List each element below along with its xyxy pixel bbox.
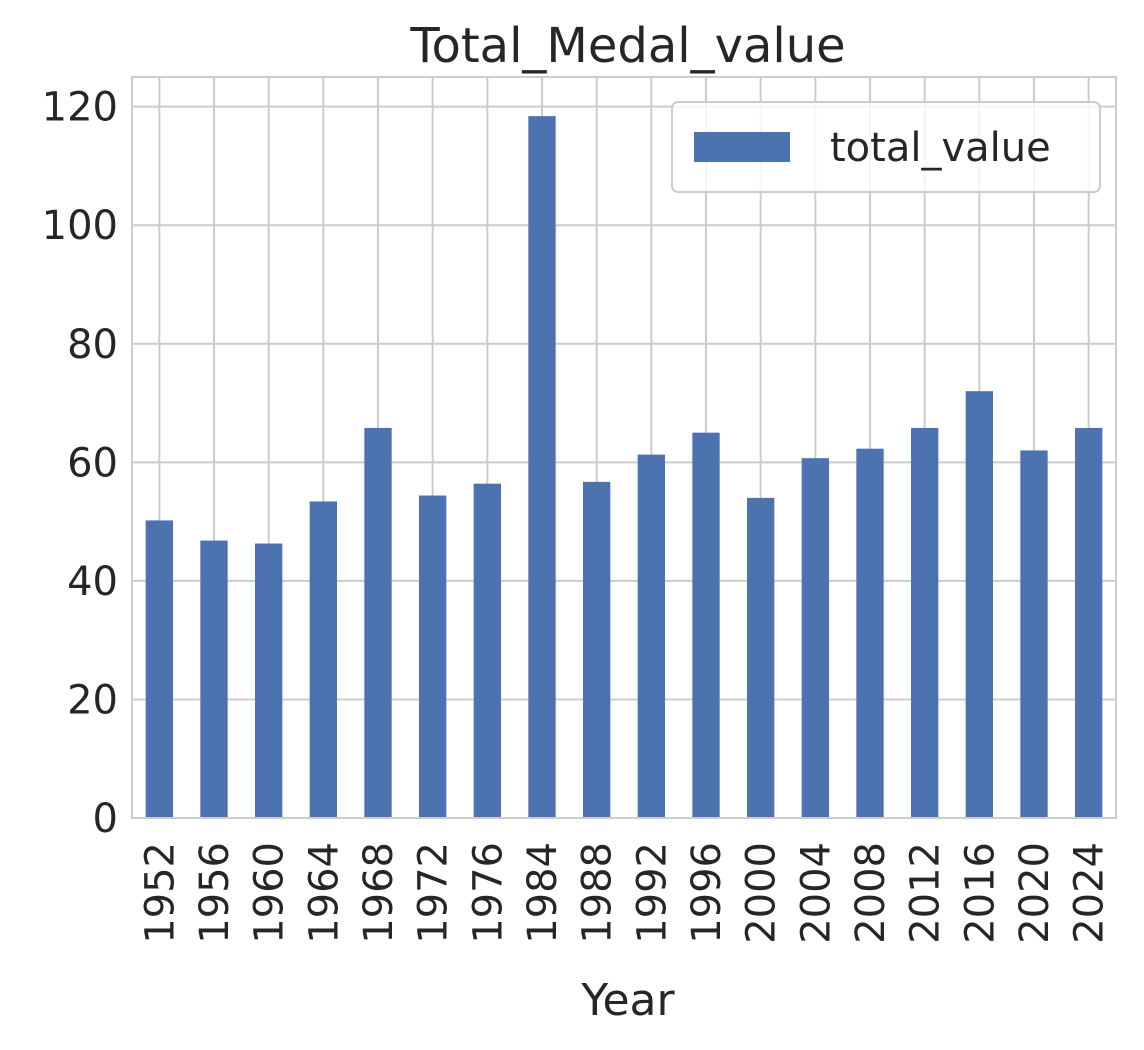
- legend-swatch: [694, 132, 790, 162]
- plot-frame: [131, 76, 1117, 819]
- y-tick-label: 40: [67, 559, 118, 605]
- chart-title: Total_Medal_value: [409, 18, 845, 74]
- bar-2004: [801, 458, 829, 818]
- x-tick-label: 1956: [192, 842, 238, 944]
- x-tick-labels: 1952 1956 1960 1964 1968 1972 1976 1984 1988 1992…: [137, 842, 1112, 944]
- y-tick-label: 120: [42, 85, 118, 131]
- bars: [145, 116, 1103, 818]
- bar-1956: [200, 540, 228, 818]
- y-tick-label: 80: [67, 322, 118, 368]
- bar-1988: [583, 481, 611, 818]
- bar-2020: [1020, 450, 1048, 818]
- bar-1984: [528, 116, 556, 818]
- bar-2012: [911, 427, 939, 818]
- bar-1992: [637, 454, 665, 818]
- x-tick-label: 1988: [575, 842, 621, 944]
- y-tick-label: 100: [42, 203, 118, 249]
- y-tick-label: 20: [67, 677, 118, 723]
- x-tick-label: 2020: [1012, 842, 1058, 944]
- bar-1972: [419, 495, 447, 818]
- bar-2024: [1075, 427, 1103, 818]
- x-tick-label: 1952: [137, 842, 183, 944]
- x-tick-label: 2004: [793, 842, 839, 944]
- x-tick-label: 1992: [629, 842, 675, 944]
- y-tick-label: 0: [93, 796, 118, 842]
- bar-1960: [255, 543, 283, 818]
- x-tick-label: 2016: [957, 842, 1003, 944]
- bar-1964: [309, 501, 337, 818]
- x-tick-label: 1972: [411, 842, 457, 944]
- x-tick-label: 2000: [739, 842, 785, 944]
- x-tick-label: 1960: [247, 842, 293, 944]
- x-tick-label: 1968: [356, 842, 402, 944]
- x-tick-label: 1964: [301, 842, 347, 944]
- legend-label: total_value: [830, 125, 1051, 171]
- x-tick-label: 2012: [903, 842, 949, 944]
- x-tick-label: 2024: [1067, 842, 1113, 944]
- y-tick-label: 60: [67, 440, 118, 486]
- bar-1976: [473, 483, 501, 818]
- x-tick-label: 1996: [684, 842, 730, 944]
- legend-box: [671, 101, 1101, 193]
- bar-2016: [965, 391, 993, 818]
- bar-1968: [364, 427, 392, 818]
- bar-2000: [747, 497, 775, 818]
- legend: total_value: [671, 101, 1101, 193]
- x-tick-label: 1976: [465, 842, 511, 944]
- x-tick-label: 1984: [520, 842, 566, 944]
- bar-1952: [145, 520, 173, 818]
- x-tick-label: 2008: [848, 842, 894, 944]
- bar-1996: [692, 432, 720, 818]
- bar-2008: [856, 448, 884, 818]
- y-tick-labels: 0 20 40 60 80 100 120: [42, 85, 118, 842]
- x-axis-label: Year: [580, 975, 675, 1026]
